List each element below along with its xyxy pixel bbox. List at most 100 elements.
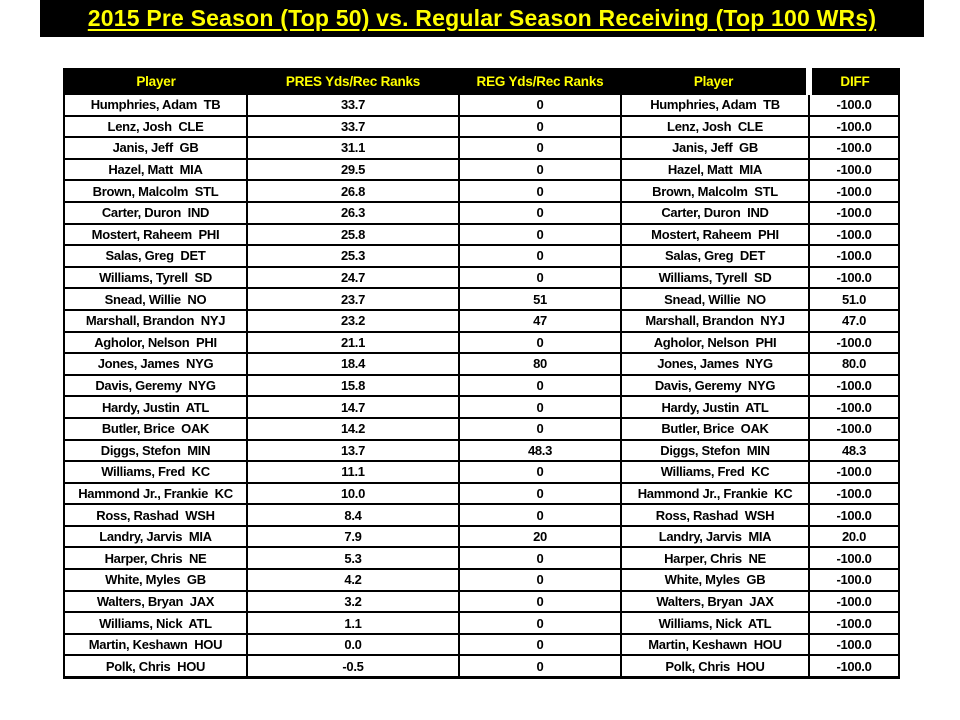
table-row: Walters, Bryan JAX 3.2 0 Walters, Bryan JAX… [63, 589, 900, 614]
reg-value-cell: 0 [458, 611, 622, 635]
player-left-cell: Salas, Greg DET [63, 244, 248, 268]
table-row: Ross, Rashad WSH 8.4 0 Ross, Rashad WSH -100… [63, 503, 900, 527]
table-body: Humphries, Adam TB 33.7 0 Humphries, Adam T… [63, 93, 900, 680]
table-row: Hazel, Matt MIA 29.5 0 Hazel, Matt MIA -100.… [63, 157, 900, 182]
player-right-cell: Williams, Fred KC [620, 460, 810, 484]
table-header-row: Player PRES Yds/Rec Ranks REG Yds/Rec Ra… [64, 69, 899, 94]
table-row: Janis, Jeff GB 31.1 0 Janis, Jeff GB -100.0 [63, 136, 900, 160]
player-right-cell: Walters, Bryan JAX [620, 589, 810, 614]
table-row: Williams, Tyrell SD 24.7 0 Williams, Tyrell… [63, 265, 900, 290]
player-right-cell: Davis, Geremy NYG [620, 373, 810, 398]
player-left-cell: Ross, Rashad WSH [63, 503, 248, 527]
player-right-cell: Janis, Jeff GB [620, 136, 810, 160]
player-left-cell: Mostert, Raheem PHI [63, 222, 248, 247]
pres-value-cell: 5.3 [246, 546, 460, 571]
player-right-cell: Harper, Chris NE [620, 546, 810, 571]
player-left-cell: Snead, Willie NO [63, 287, 248, 311]
player-right-cell: Williams, Tyrell SD [620, 265, 810, 290]
col-header-player-left: Player [64, 69, 247, 94]
diff-value-cell: -100.0 [808, 265, 900, 290]
table-row: Williams, Nick ATL 1.1 0 Williams, Nick ATL… [63, 611, 900, 635]
player-right-cell: Marshall, Brandon NYJ [620, 308, 810, 333]
player-right-cell: Carter, Duron IND [620, 200, 810, 225]
player-right-cell: Diggs, Stefon MIN [620, 438, 810, 463]
pres-value-cell: 33.7 [246, 93, 460, 117]
player-right-cell: Salas, Greg DET [620, 244, 810, 268]
pres-value-cell: 33.7 [246, 114, 460, 139]
reg-value-cell: 47 [458, 308, 622, 333]
reg-value-cell: 0 [458, 136, 622, 160]
table-row: Carter, Duron IND 26.3 0 Carter, Duron IND -… [63, 200, 900, 225]
player-right-cell: Hazel, Matt MIA [620, 157, 810, 182]
player-left-cell: Humphries, Adam TB [63, 93, 248, 117]
player-right-cell: Ross, Rashad WSH [620, 503, 810, 527]
pres-value-cell: 11.1 [246, 460, 460, 484]
table-header: Player PRES Yds/Rec Ranks REG Yds/Rec Ra… [64, 69, 899, 94]
pres-value-cell: 14.7 [246, 395, 460, 419]
player-left-cell: Butler, Brice OAK [63, 416, 248, 441]
pres-value-cell: 26.3 [246, 200, 460, 225]
diff-value-cell: -100.0 [808, 157, 900, 182]
player-right-cell: Mostert, Raheem PHI [620, 222, 810, 247]
pres-value-cell: 14.2 [246, 416, 460, 441]
table-row: Davis, Geremy NYG 15.8 0 Davis, Geremy NYG -… [63, 373, 900, 398]
table-row: Marshall, Brandon NYJ 23.2 47 Marshall, Bra… [63, 308, 900, 333]
reg-value-cell: 0 [458, 546, 622, 571]
diff-value-cell: -100.0 [808, 460, 900, 484]
pres-value-cell: -0.5 [246, 654, 460, 680]
player-right-cell: Martin, Keshawn HOU [620, 632, 810, 657]
diff-value-cell: -100.0 [808, 136, 900, 160]
diff-value-cell: -100.0 [808, 546, 900, 571]
pres-value-cell: 31.1 [246, 136, 460, 160]
page-title: 2015 Pre Season (Top 50) vs. Regular Sea… [87, 5, 877, 31]
player-left-cell: Hammond Jr., Frankie KC [63, 481, 248, 506]
pres-value-cell: 18.4 [246, 352, 460, 376]
reg-value-cell: 0 [458, 373, 622, 398]
table-row: Hardy, Justin ATL 14.7 0 Hardy, Justin ATL -… [63, 395, 900, 419]
player-left-cell: Williams, Nick ATL [63, 611, 248, 635]
player-left-cell: Agholor, Nelson PHI [63, 330, 248, 355]
player-right-cell: Jones, James NYG [620, 352, 810, 376]
reg-value-cell: 0 [458, 416, 622, 441]
reg-value-cell: 0 [458, 503, 622, 527]
player-left-cell: Williams, Tyrell SD [63, 265, 248, 290]
pres-value-cell: 23.7 [246, 287, 460, 311]
player-left-cell: Lenz, Josh CLE [63, 114, 248, 139]
player-right-cell: Agholor, Nelson PHI [620, 330, 810, 355]
table-row: Agholor, Nelson PHI 21.1 0 Agholor, Nelson … [63, 330, 900, 355]
table-row: Salas, Greg DET 25.3 0 Salas, Greg DET -100.… [63, 244, 900, 268]
pres-value-cell: 1.1 [246, 611, 460, 635]
diff-value-cell: -100.0 [808, 93, 900, 117]
diff-value-cell: -100.0 [808, 589, 900, 614]
reg-value-cell: 51 [458, 287, 622, 311]
table-row: Humphries, Adam TB 33.7 0 Humphries, Adam T… [63, 93, 900, 117]
reg-value-cell: 0 [458, 222, 622, 247]
pres-value-cell: 26.8 [246, 179, 460, 203]
table-row: Polk, Chris HOU -0.5 0 Polk, Chris HOU -100.… [63, 654, 900, 680]
table-row: Harper, Chris NE 5.3 0 Harper, Chris NE -100… [63, 546, 900, 571]
pres-value-cell: 29.5 [246, 157, 460, 182]
pres-value-cell: 23.2 [246, 308, 460, 333]
player-left-cell: Brown, Malcolm STL [63, 179, 248, 203]
reg-value-cell: 0 [458, 244, 622, 268]
table-row: Martin, Keshawn HOU 0.0 0 Martin, Keshawn H… [63, 632, 900, 657]
diff-value-cell: -100.0 [808, 416, 900, 441]
table-row: Mostert, Raheem PHI 25.8 0 Mostert, Raheem … [63, 222, 900, 247]
reg-value-cell: 0 [458, 157, 622, 182]
diff-value-cell: -100.0 [808, 503, 900, 527]
pres-value-cell: 7.9 [246, 524, 460, 549]
table-row: Snead, Willie NO 23.7 51 Snead, Willie NO 51… [63, 287, 900, 311]
reg-value-cell: 48.3 [458, 438, 622, 463]
diff-value-cell: -100.0 [808, 200, 900, 225]
table-row: Brown, Malcolm STL 26.8 0 Brown, Malcolm ST… [63, 179, 900, 203]
reg-value-cell: 20 [458, 524, 622, 549]
table-row: Lenz, Josh CLE 33.7 0 Lenz, Josh CLE -100.0 [63, 114, 900, 139]
pres-value-cell: 3.2 [246, 589, 460, 614]
pres-value-cell: 25.3 [246, 244, 460, 268]
player-left-cell: Diggs, Stefon MIN [63, 438, 248, 463]
player-left-cell: Janis, Jeff GB [63, 136, 248, 160]
player-right-cell: Snead, Willie NO [620, 287, 810, 311]
player-left-cell: Davis, Geremy NYG [63, 373, 248, 398]
player-left-cell: Walters, Bryan JAX [63, 589, 248, 614]
diff-value-cell: 80.0 [808, 352, 900, 376]
